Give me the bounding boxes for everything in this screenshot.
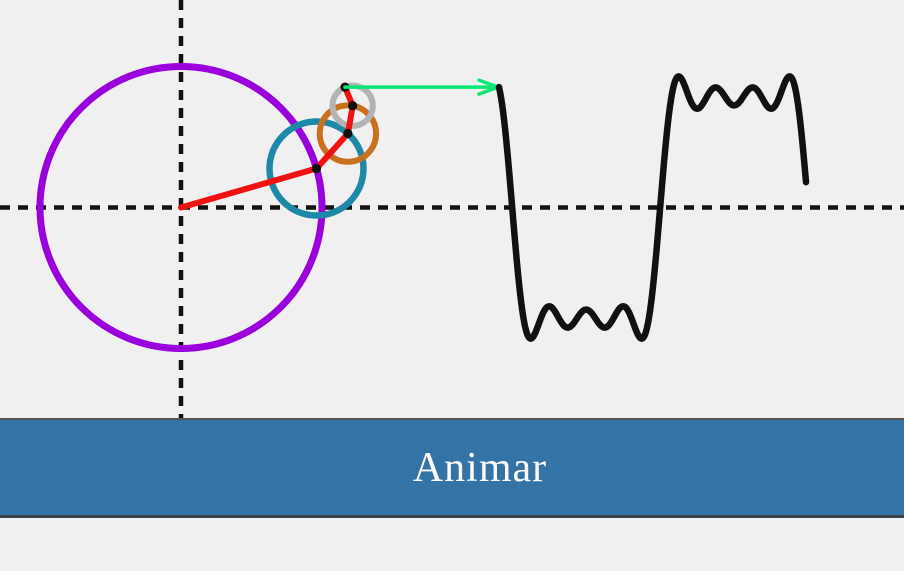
epicycle-circle-h3 [266,118,367,219]
circles-layer [36,63,380,352]
joint-dot-1 [311,163,322,174]
axes-layer [0,0,904,418]
epicycle-circle-h1 [36,63,326,352]
joint-dot-3 [348,101,358,111]
animate-button-label: Animar [412,444,548,491]
animate-button[interactable]: Animar [0,418,904,518]
lines-layer [178,84,356,211]
joint-dot-2 [343,128,353,139]
wave-path [495,73,810,342]
radius-polyline [178,84,356,211]
wave-layer [495,73,810,342]
epicycle-circle-h5 [316,102,380,165]
